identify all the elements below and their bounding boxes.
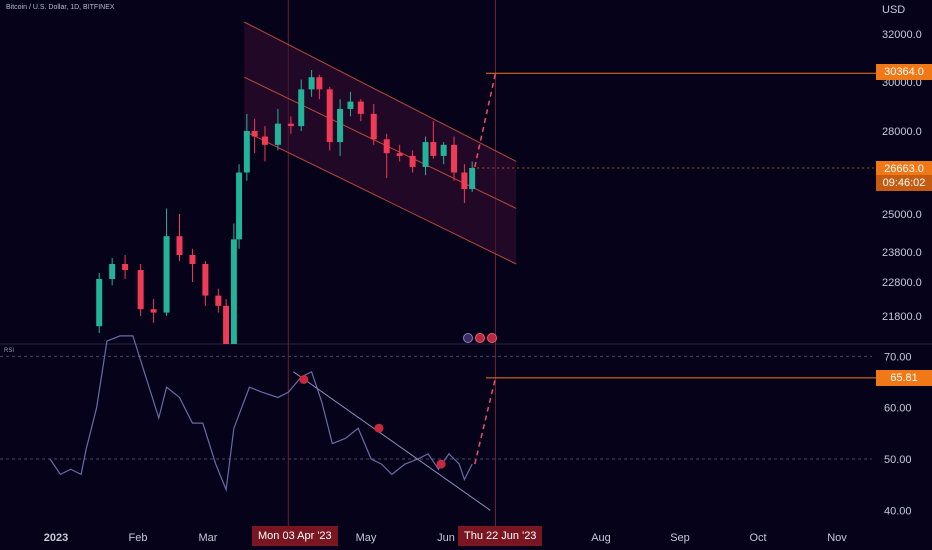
- price-tick-label: 30000.0: [882, 77, 922, 89]
- candle-body: [223, 305, 230, 344]
- time-tick-label: May: [356, 532, 377, 544]
- price-tick-label: 23800.0: [882, 247, 922, 259]
- chart-title: Bitcoin / U.S. Dollar, 1D, BITFINEX: [6, 4, 115, 11]
- candles-layer: [96, 70, 476, 344]
- price-tick-label: 32000.0: [882, 29, 922, 41]
- candle-body: [422, 142, 429, 167]
- rsi-tick-label: 50.00: [884, 454, 912, 466]
- time-tick-label: Aug: [591, 532, 611, 544]
- rsi-pivot-marker: [299, 374, 309, 384]
- rsi-pivot-marker: [374, 423, 384, 433]
- time-tick-label: Jun: [437, 532, 455, 544]
- candle-body: [370, 113, 377, 140]
- channel-upper-line: [244, 21, 517, 162]
- settings-icon[interactable]: [487, 333, 497, 343]
- rsi-pivot-marker: [436, 459, 446, 469]
- target-price-tag: 30364.0: [876, 64, 932, 80]
- candle-body: [357, 101, 364, 114]
- candle-body: [261, 136, 268, 145]
- time-tick-label: Oct: [749, 532, 766, 544]
- candle-body: [316, 77, 323, 90]
- candle-body: [202, 264, 209, 296]
- candle-body: [347, 101, 354, 109]
- candle-body: [298, 89, 305, 127]
- rsi-trendline: [293, 371, 491, 511]
- rsi-tick-label: 40.00: [884, 505, 912, 517]
- candle-body: [308, 77, 315, 90]
- price-tick-label: 21800.0: [882, 311, 922, 323]
- price-tick-label: 22800.0: [882, 277, 922, 289]
- time-tick-label: Sep: [670, 532, 690, 544]
- rsi-tick-label: 70.00: [884, 351, 912, 363]
- candle-body: [163, 236, 170, 313]
- candle-body: [189, 255, 196, 264]
- candle-body: [236, 172, 243, 240]
- countdown-tag: 09:46:02: [876, 175, 932, 191]
- candle-body: [96, 279, 103, 327]
- rsi-line: [49, 335, 473, 493]
- time-tick-label: Nov: [827, 532, 847, 544]
- cursor-date-tag-1: Mon 03 Apr '23: [252, 526, 338, 546]
- candle-body: [461, 172, 468, 190]
- rsi-projection-line: [474, 377, 497, 465]
- price-tick-label: 25000.0: [882, 209, 922, 221]
- rsi-layer: [49, 335, 491, 511]
- candle-body: [287, 123, 294, 127]
- cursor-date-tag-2: Thu 22 Jun '23: [458, 526, 543, 546]
- candle-body: [176, 236, 183, 255]
- candle-body: [251, 131, 258, 137]
- candle-body: [409, 155, 416, 167]
- candle-body: [137, 270, 144, 310]
- alert-icon[interactable]: [475, 333, 485, 343]
- candle-body: [396, 153, 403, 156]
- candle-body: [243, 131, 250, 173]
- candle-body: [230, 239, 237, 344]
- rsi-tick-label: 60.00: [884, 403, 912, 415]
- pane-controls[interactable]: [463, 333, 497, 343]
- candle-body: [469, 167, 476, 190]
- candle-body: [122, 264, 129, 270]
- visibility-icon[interactable]: [463, 333, 473, 343]
- current-price-tag: 26663.0: [876, 161, 932, 177]
- candle-body: [451, 144, 458, 173]
- candle-body: [430, 142, 437, 156]
- candle-body: [109, 264, 116, 279]
- price-tick-label: 28000.0: [882, 126, 922, 138]
- rsi-target-tag: 65.81: [876, 370, 932, 386]
- candle-body: [274, 123, 281, 145]
- rsi-pane-label[interactable]: RSI: [4, 348, 15, 354]
- candle-body: [440, 144, 447, 156]
- channel-lower-line: [244, 130, 517, 265]
- overlay-layer: [472, 72, 876, 465]
- candle-body: [383, 139, 390, 154]
- candle-body: [326, 89, 333, 143]
- price-projection-line: [474, 73, 497, 168]
- time-tick-label: 2023: [44, 532, 68, 544]
- currency-label[interactable]: USD: [882, 4, 906, 16]
- candle-body: [215, 295, 222, 306]
- candle-body: [150, 309, 157, 313]
- candle-body: [337, 108, 344, 143]
- time-tick-label: Feb: [129, 532, 148, 544]
- time-tick-label: Mar: [199, 532, 218, 544]
